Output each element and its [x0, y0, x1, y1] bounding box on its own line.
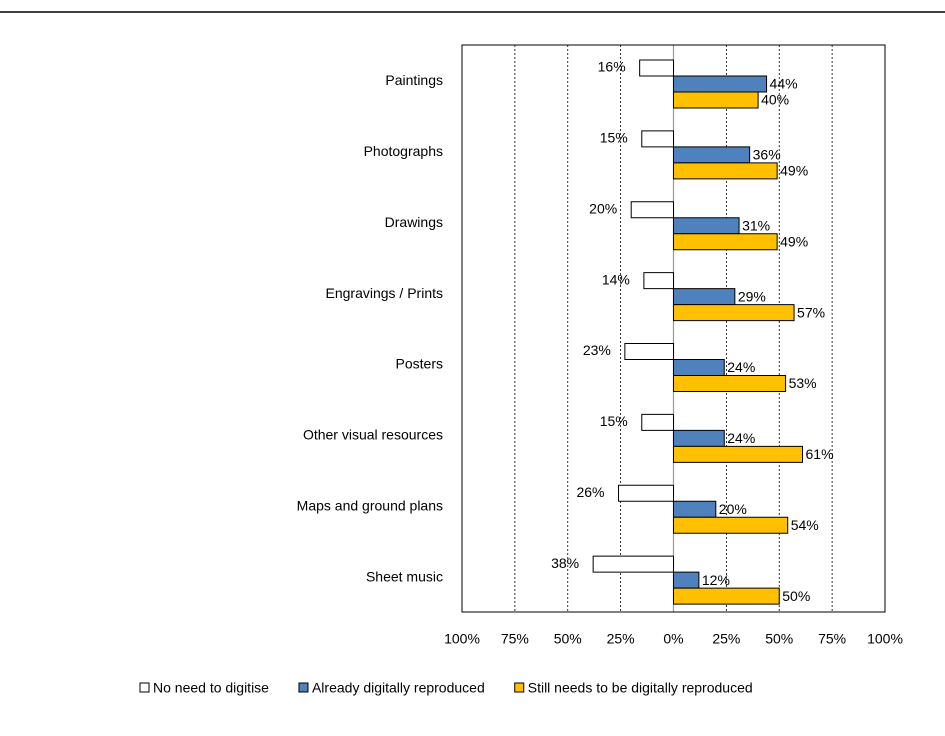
x-tick-label: 0%: [663, 631, 683, 647]
bar: [673, 359, 725, 376]
bar: [673, 500, 717, 518]
data-label: 49%: [780, 233, 808, 249]
data-label: 16%: [598, 59, 626, 75]
bar: [641, 413, 675, 431]
category-label: Photographs: [364, 143, 443, 159]
data-label: 24%: [727, 430, 755, 446]
bar: [673, 587, 780, 605]
category-label: Other visual resources: [303, 427, 443, 443]
bar: [673, 445, 804, 463]
bar: [618, 484, 675, 502]
data-label: 57%: [797, 304, 825, 320]
data-label: 29%: [738, 288, 766, 304]
x-tick-label: 75%: [501, 631, 529, 647]
x-tick-label: 50%: [554, 631, 582, 647]
data-label: 23%: [583, 342, 611, 358]
category-label: Posters: [396, 356, 443, 372]
category-label: Sheet music: [366, 568, 443, 584]
data-label: 20%: [589, 200, 617, 216]
data-label: 61%: [806, 446, 834, 462]
data-label: 53%: [789, 375, 817, 391]
x-tick-label: 75%: [818, 631, 846, 647]
bar: [639, 59, 674, 77]
category-label: Paintings: [385, 72, 443, 88]
bar: [673, 217, 740, 235]
bar: [673, 233, 778, 251]
data-label: 38%: [551, 555, 579, 571]
legend-label: Already digitally reproduced: [312, 680, 485, 696]
category-label: Drawings: [385, 214, 443, 230]
data-label: 49%: [780, 163, 808, 179]
data-label: 54%: [791, 517, 819, 533]
data-label: 36%: [753, 147, 781, 163]
data-label: 15%: [600, 413, 628, 429]
data-label: 14%: [602, 271, 630, 287]
bar: [673, 516, 789, 534]
category-label: Engravings / Prints: [326, 285, 444, 301]
bar: [592, 555, 675, 573]
legend-label: Still needs to be digitally reproduced: [528, 680, 753, 696]
x-tick-label: 25%: [607, 631, 635, 647]
bar: [673, 375, 787, 392]
bar: [673, 304, 795, 322]
x-tick-label: 50%: [765, 631, 793, 647]
data-label: 20%: [719, 501, 747, 517]
data-label: 26%: [576, 484, 604, 500]
bar: [673, 91, 759, 109]
data-label: 31%: [742, 217, 770, 233]
data-label: 40%: [761, 92, 789, 108]
x-tick-label: 100%: [867, 631, 903, 647]
data-label: 44%: [770, 76, 798, 92]
bar: [673, 75, 768, 93]
legend-swatch: [139, 682, 150, 693]
legend-label: No need to digitise: [153, 680, 269, 696]
data-label: 12%: [702, 572, 730, 588]
bar: [624, 343, 674, 360]
category-label: Maps and ground plans: [297, 497, 443, 513]
bar: [630, 201, 675, 219]
legend-swatch: [514, 682, 525, 693]
x-tick-label: 100%: [444, 631, 480, 647]
bar: [641, 130, 675, 148]
x-tick-label: 25%: [712, 631, 740, 647]
data-label: 15%: [600, 130, 628, 146]
data-label: 24%: [727, 359, 755, 375]
bar: [673, 288, 736, 306]
bar: [673, 429, 725, 447]
data-label: 50%: [782, 588, 810, 604]
bar: [673, 146, 751, 164]
bar: [673, 162, 778, 180]
bar: [673, 571, 700, 589]
legend-swatch: [298, 682, 309, 693]
plot-border: [461, 44, 886, 613]
bar: [643, 272, 675, 290]
